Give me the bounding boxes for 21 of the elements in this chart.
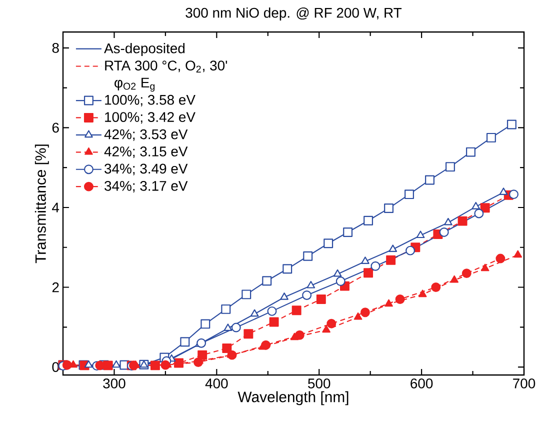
annotation: RTA 300 °C, O$_{2}$, 30': [105, 60, 228, 73]
legend-label: 100%; 3.58 eV: [105, 94, 196, 106]
legend-label: 100%; 3.42 eV: [105, 112, 196, 124]
y-tick-label: 2: [52, 282, 59, 292]
legend-label: 34%; 3.49 eV: [104, 164, 188, 176]
y-tick-label: 6: [52, 122, 59, 133]
y-tick-label: 8: [52, 43, 59, 53]
legend-label: 42%; 3.53 eV: [104, 129, 188, 141]
chart-title: 300 nm NiO dep. @ RF 200 W, RT: [186, 8, 402, 21]
legend-label: 34%; 3.17 eV: [104, 180, 188, 192]
legend-title: φ$_{O2}$ E$_{g}$: [114, 78, 155, 92]
legend-label: 42%; 3.15 eV: [104, 146, 188, 158]
x-tick-label: 500: [308, 378, 330, 388]
x-tick-label: 400: [205, 378, 228, 388]
x-tick-label: 300: [103, 378, 126, 388]
annotation: As-deposited: [104, 43, 185, 56]
x-axis-title: Wavelength [nm]: [238, 391, 348, 406]
y-tick-label: 4: [52, 202, 60, 212]
x-tick-label: 700: [513, 378, 536, 388]
x-tick-label: 600: [410, 378, 433, 388]
y-axis-title: Transmittance [%]: [34, 144, 49, 264]
